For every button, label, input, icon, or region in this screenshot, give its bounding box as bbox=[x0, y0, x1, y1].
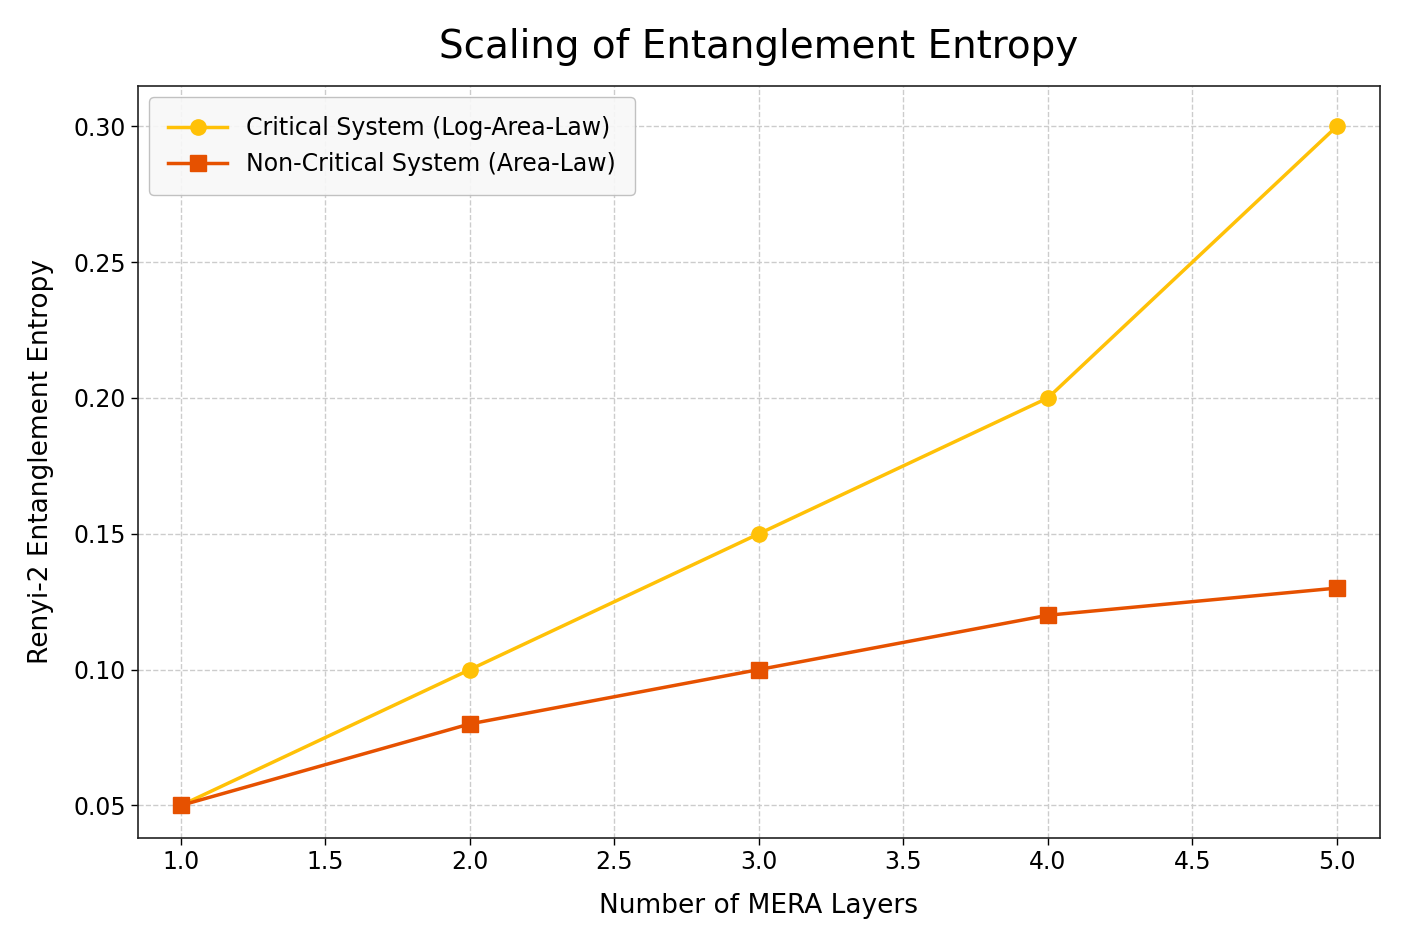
Non-Critical System (Area-Law) bbox=[462, 718, 479, 729]
Critical System (Log-Area-Law) bbox=[462, 664, 479, 675]
Y-axis label: Renyi-2 Entanglement Entropy: Renyi-2 Entanglement Entropy bbox=[28, 259, 54, 664]
Line: Non-Critical System (Area-Law): Non-Critical System (Area-Law) bbox=[173, 581, 1345, 813]
Title: Scaling of Entanglement Entropy: Scaling of Entanglement Entropy bbox=[439, 27, 1079, 65]
Critical System (Log-Area-Law) bbox=[1039, 392, 1056, 403]
Non-Critical System (Area-Law) bbox=[1328, 582, 1345, 594]
Critical System (Log-Area-Law) bbox=[750, 528, 767, 540]
X-axis label: Number of MERA Layers: Number of MERA Layers bbox=[600, 893, 918, 920]
Non-Critical System (Area-Law) bbox=[173, 799, 190, 811]
Non-Critical System (Area-Law) bbox=[1039, 610, 1056, 621]
Line: Critical System (Log-Area-Law): Critical System (Log-Area-Law) bbox=[173, 118, 1345, 813]
Non-Critical System (Area-Law) bbox=[750, 664, 767, 675]
Critical System (Log-Area-Law) bbox=[173, 799, 190, 811]
Critical System (Log-Area-Law) bbox=[1328, 120, 1345, 132]
Legend: Critical System (Log-Area-Law), Non-Critical System (Area-Law): Critical System (Log-Area-Law), Non-Crit… bbox=[149, 98, 635, 195]
